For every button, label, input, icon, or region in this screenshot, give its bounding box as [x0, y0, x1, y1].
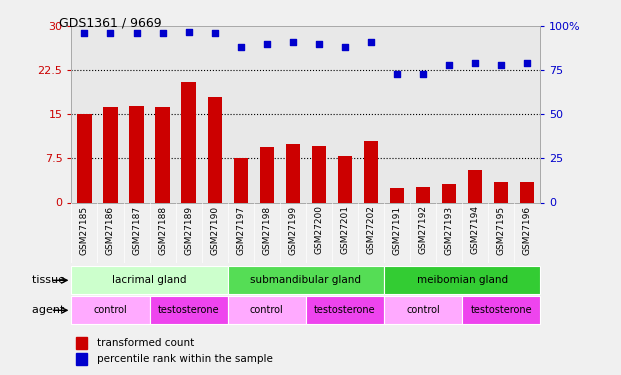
Text: tissue: tissue: [32, 275, 68, 285]
Bar: [129, 106, 143, 202]
Bar: [228, 266, 384, 294]
Point: [106, 30, 116, 36]
Bar: [494, 182, 509, 203]
Point: [522, 60, 532, 66]
Bar: [462, 296, 540, 324]
Bar: [520, 182, 535, 203]
Text: control: control: [406, 305, 440, 315]
Bar: [260, 147, 274, 202]
Text: submandibular gland: submandibular gland: [250, 275, 361, 285]
Text: GSM27191: GSM27191: [392, 206, 402, 255]
Text: GSM27199: GSM27199: [288, 206, 297, 255]
Point: [184, 28, 194, 34]
Point: [132, 30, 142, 36]
Point: [262, 41, 272, 47]
Text: GSM27186: GSM27186: [106, 206, 115, 255]
Bar: [76, 337, 88, 349]
Point: [288, 39, 298, 45]
Point: [158, 30, 168, 36]
Text: GSM27192: GSM27192: [419, 206, 427, 255]
Bar: [181, 82, 196, 203]
Bar: [306, 296, 384, 324]
Point: [392, 71, 402, 77]
Text: GSM27198: GSM27198: [262, 206, 271, 255]
Point: [496, 62, 506, 68]
Bar: [468, 170, 483, 202]
Text: GSM27190: GSM27190: [210, 206, 219, 255]
Text: GSM27200: GSM27200: [314, 206, 324, 255]
Point: [340, 44, 350, 50]
Text: control: control: [94, 305, 127, 315]
Point: [366, 39, 376, 45]
Point: [444, 62, 454, 68]
Text: GSM27196: GSM27196: [523, 206, 532, 255]
Text: percentile rank within the sample: percentile rank within the sample: [97, 354, 273, 364]
Text: GSM27202: GSM27202: [366, 206, 376, 254]
Text: testosterone: testosterone: [158, 305, 219, 315]
Text: GSM27188: GSM27188: [158, 206, 167, 255]
Bar: [390, 188, 404, 202]
Text: GDS1361 / 9669: GDS1361 / 9669: [59, 17, 161, 30]
Text: GSM27197: GSM27197: [236, 206, 245, 255]
Text: GSM27185: GSM27185: [80, 206, 89, 255]
Text: lacrimal gland: lacrimal gland: [112, 275, 187, 285]
Bar: [312, 146, 326, 202]
Text: GSM27189: GSM27189: [184, 206, 193, 255]
Text: meibomian gland: meibomian gland: [417, 275, 508, 285]
Bar: [207, 97, 222, 202]
Point: [314, 41, 324, 47]
Bar: [384, 296, 462, 324]
Bar: [103, 107, 117, 202]
Point: [210, 30, 220, 36]
Text: testosterone: testosterone: [314, 305, 376, 315]
Bar: [71, 296, 150, 324]
Bar: [76, 353, 88, 365]
Bar: [155, 107, 170, 202]
Bar: [228, 296, 306, 324]
Text: control: control: [250, 305, 284, 315]
Text: GSM27201: GSM27201: [340, 206, 350, 255]
Bar: [233, 158, 248, 203]
Point: [236, 44, 246, 50]
Text: GSM27194: GSM27194: [471, 206, 479, 255]
Bar: [286, 144, 300, 202]
Bar: [77, 114, 92, 202]
Text: transformed count: transformed count: [97, 338, 194, 348]
Point: [470, 60, 480, 66]
Point: [418, 71, 428, 77]
Bar: [71, 266, 228, 294]
Bar: [338, 156, 352, 203]
Bar: [364, 141, 378, 202]
Bar: [384, 266, 540, 294]
Text: GSM27193: GSM27193: [445, 206, 453, 255]
Text: GSM27195: GSM27195: [497, 206, 505, 255]
Bar: [442, 184, 456, 203]
Bar: [150, 296, 228, 324]
Point: [79, 30, 89, 36]
Text: agent: agent: [32, 305, 68, 315]
Bar: [416, 187, 430, 202]
Text: testosterone: testosterone: [470, 305, 532, 315]
Text: GSM27187: GSM27187: [132, 206, 141, 255]
